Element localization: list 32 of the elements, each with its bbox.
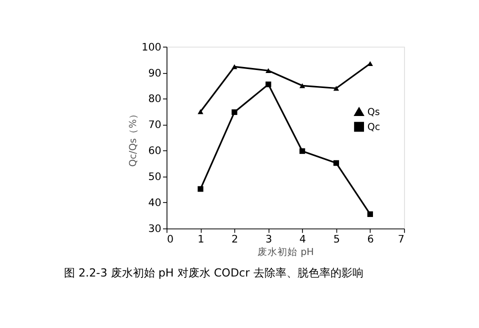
y-tick-label: 90: [148, 67, 162, 80]
text: 图 2.2-3 废水初始 pH 对废水 CODcr 去除率、脱色率的影响: [64, 266, 364, 280]
x-tick-label: 3: [265, 233, 272, 246]
point: [333, 160, 340, 166]
point: [299, 83, 306, 88]
legend-label: Qs: [367, 106, 380, 118]
legend-label: Qc: [367, 122, 380, 134]
y-tick-label: 70: [148, 119, 162, 132]
y-tick-label: 80: [148, 93, 162, 106]
y-tick-label: 40: [148, 197, 162, 210]
point: [299, 148, 306, 154]
y-tick-label: 100: [142, 41, 162, 54]
point: [266, 68, 272, 74]
x-tick-label: 1: [198, 233, 204, 246]
point: [198, 109, 204, 114]
point: [333, 86, 340, 91]
y-tick-label: 60: [148, 145, 162, 158]
x-tick-label: 0: [166, 233, 174, 246]
x-tick-label: 2: [232, 233, 238, 246]
point: [367, 211, 373, 217]
point: [198, 186, 204, 192]
point: [266, 82, 272, 88]
x-axis-title: 废水初始 pH: [258, 246, 314, 258]
x-tick-label: 7: [398, 233, 404, 246]
x-tick-label: 4: [299, 233, 306, 246]
y-axis-title: Qc/Qs（%）: [128, 109, 140, 167]
point: [232, 64, 238, 70]
y-tick-label: 30: [148, 223, 162, 236]
x-tick-label: 5: [333, 233, 340, 246]
point: [232, 109, 238, 115]
y-tick-label: 50: [148, 171, 162, 184]
x-tick-label: 6: [367, 233, 374, 246]
